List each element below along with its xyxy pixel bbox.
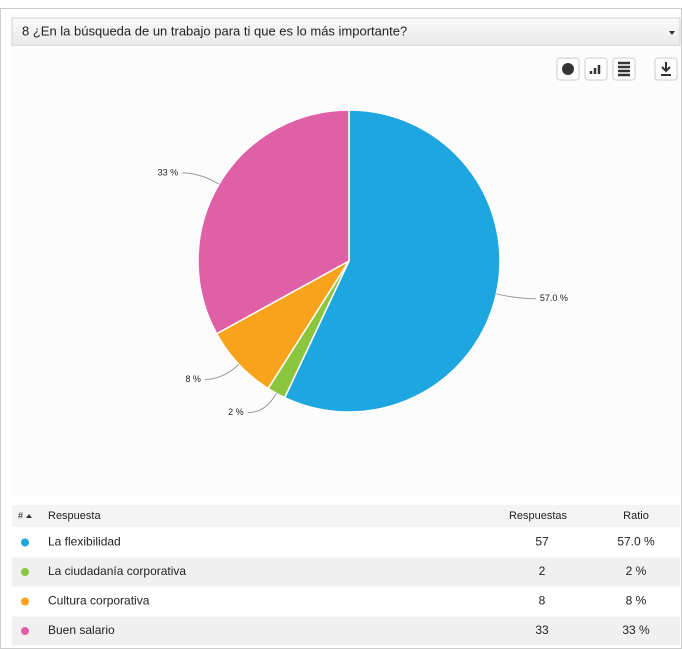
dropdown-arrow[interactable]	[669, 31, 675, 35]
data-label: 33 %	[158, 167, 179, 177]
column-header[interactable]: Respuestas	[509, 510, 568, 522]
data-label: 2 %	[228, 407, 244, 417]
column-header[interactable]: Ratio	[623, 510, 649, 522]
table-row	[12, 528, 680, 557]
ratio: 2 %	[626, 564, 647, 578]
data-label: 57.0 %	[540, 293, 568, 303]
response-count: 8	[539, 594, 546, 608]
table-icon	[618, 61, 630, 77]
column-header[interactable]: #	[18, 510, 23, 520]
question-header	[11, 17, 681, 47]
ratio: 33 %	[622, 623, 650, 637]
answer-label: Buen salario	[48, 623, 115, 637]
table-row	[12, 616, 680, 646]
response-count: 57	[535, 535, 549, 549]
bar-icon	[589, 65, 601, 74]
sort-arrow	[26, 514, 32, 518]
response-count: 33	[535, 623, 549, 637]
table-header	[12, 505, 680, 527]
data-label: 8 %	[185, 374, 201, 384]
pie-icon	[562, 63, 574, 75]
label-connector	[247, 393, 277, 414]
legend-dot	[21, 568, 29, 576]
column-header[interactable]: Respuesta	[48, 510, 101, 522]
ratio: 8 %	[626, 594, 647, 608]
label-connector	[204, 364, 240, 380]
response-count: 2	[539, 564, 546, 578]
ratio: 57.0 %	[617, 535, 655, 549]
table-row	[12, 557, 680, 587]
legend-dot	[21, 538, 29, 547]
legend-dot	[21, 627, 29, 635]
toolbar	[556, 57, 678, 81]
pie-slice	[197, 109, 350, 335]
answer-label: Cultura corporativa	[48, 594, 150, 608]
pie-slice	[283, 109, 501, 413]
label-connector	[182, 172, 220, 185]
question-title: 8 ¿En la búsqueda de un trabajo para ti …	[22, 23, 407, 38]
answer-label: La ciudadanía corporativa	[48, 564, 186, 578]
download-icon	[661, 62, 671, 76]
label-connector	[496, 293, 536, 300]
legend-dot	[21, 597, 29, 606]
answer-label: La flexibilidad	[48, 535, 121, 549]
table-row	[12, 587, 680, 616]
table-button[interactable]	[612, 57, 636, 81]
